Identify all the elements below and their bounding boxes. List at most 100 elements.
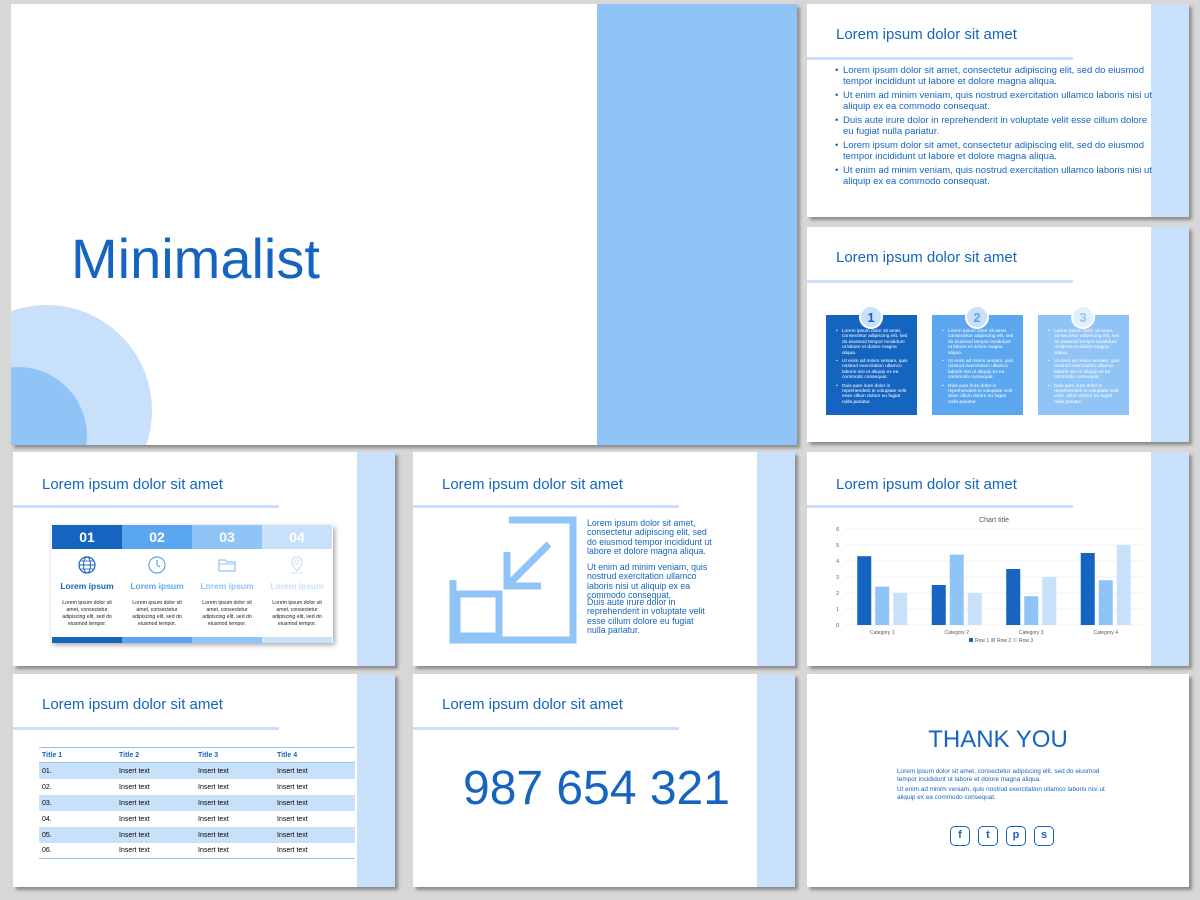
number-badge: 2 bbox=[965, 305, 989, 329]
legend-swatch bbox=[991, 638, 995, 642]
chart-title: Chart title bbox=[979, 517, 1009, 524]
slide-thank-you[interactable]: THANK YOU Lorem ipsum dolor sit amet, co… bbox=[807, 674, 1189, 887]
box-bullet: Duis aute irure dolor in reprehenderit i… bbox=[1048, 384, 1121, 406]
box-bullet: Lorem ipsum dolor sit amet, consectetur … bbox=[836, 329, 909, 356]
globe-icon bbox=[78, 556, 96, 574]
legend-label: Row 3 bbox=[1019, 638, 1033, 644]
location-pin-icon bbox=[291, 556, 303, 574]
numbered-box-3: 3 Lorem ipsum dolor sit amet, consectetu… bbox=[1038, 305, 1129, 415]
chart-bar bbox=[949, 554, 964, 625]
slide-numbered-boxes[interactable]: Lorem ipsum dolor sit amet 1 Lorem ipsum… bbox=[807, 227, 1189, 442]
card-number: 02 bbox=[122, 525, 192, 549]
slide-icon-text[interactable]: Lorem ipsum dolor sit amet Lorem ipsum d… bbox=[413, 452, 795, 666]
table-cell: Insert text bbox=[119, 815, 150, 823]
bullet-item: Duis aute irure dolor in reprehenderit i… bbox=[835, 115, 1153, 137]
table-cell: Insert text bbox=[277, 767, 308, 775]
table-cell: Insert text bbox=[198, 815, 229, 823]
shrink-arrow-icon bbox=[449, 516, 577, 644]
box-bullet: Duis aute irure dolor in reprehenderit i… bbox=[942, 384, 1015, 406]
accent-band bbox=[357, 452, 395, 666]
card-footer-bar bbox=[52, 637, 122, 643]
bullet-item: Ut enim ad minim veniam, quis nostrud ex… bbox=[835, 90, 1153, 112]
slide-title: Lorem ipsum dolor sit amet bbox=[42, 696, 223, 713]
card-text: Lorem ipsum dolor sit amet, consectetur … bbox=[62, 600, 112, 627]
facebook-icon[interactable]: f bbox=[950, 826, 970, 846]
table-cell: 01. bbox=[42, 767, 52, 775]
column-header: Title 2 bbox=[119, 751, 140, 759]
title-underline bbox=[807, 57, 1073, 60]
chart-bar bbox=[931, 585, 946, 625]
chart-bar bbox=[1080, 553, 1095, 625]
legend-label: Row 2 bbox=[997, 638, 1011, 644]
table-cell: Insert text bbox=[119, 783, 150, 791]
title-underline bbox=[807, 505, 1073, 508]
y-tick-label: 3 bbox=[836, 575, 839, 581]
info-card-3: 03 Lorem ipsum Lorem ipsum dolor sit ame… bbox=[192, 525, 262, 643]
bar-chart: Chart title 0 1 2 3 4 5 6 Category 1 Category 2 Ca… bbox=[836, 517, 1143, 644]
box-bullet: Lorem ipsum dolor sit amet, consectetur … bbox=[1048, 329, 1121, 356]
title-underline bbox=[807, 280, 1073, 283]
table-cell: Insert text bbox=[277, 799, 308, 807]
x-tick-label: Category 3 bbox=[1019, 630, 1044, 636]
twitter-icon[interactable]: t bbox=[978, 826, 998, 846]
column-header: Title 3 bbox=[198, 751, 219, 759]
pinterest-icon[interactable]: p bbox=[1006, 826, 1026, 846]
card-text: Lorem ipsum dolor sit amet, consectetur … bbox=[132, 600, 182, 627]
slide-icon-cards[interactable]: Lorem ipsum dolor sit amet 01 Lorem ipsu… bbox=[13, 452, 395, 666]
slide-title: Lorem ipsum dolor sit amet bbox=[42, 476, 223, 493]
accent-band bbox=[1151, 4, 1189, 217]
card-text: Lorem ipsum dolor sit amet, consectetur … bbox=[202, 600, 252, 627]
slide-title[interactable]: Minimalist bbox=[11, 4, 797, 445]
clock-icon bbox=[148, 556, 166, 574]
table-cell: 05. bbox=[42, 831, 52, 839]
accent-band bbox=[757, 674, 795, 887]
table-cell: Insert text bbox=[277, 783, 308, 791]
accent-band bbox=[357, 674, 395, 887]
card-number: 04 bbox=[262, 525, 332, 549]
card-label: Lorem ipsum bbox=[130, 581, 184, 591]
legend-label: Row 1 bbox=[975, 638, 989, 644]
table-cell: 03. bbox=[42, 799, 52, 807]
paragraph-2: Ut enim ad minim veniam, quis nostrud ex… bbox=[587, 562, 708, 601]
accent-band bbox=[757, 452, 795, 666]
y-tick-label: 1 bbox=[836, 607, 839, 613]
slide-bullets[interactable]: Lorem ipsum dolor sit amet Lorem ipsum d… bbox=[807, 4, 1189, 217]
x-tick-label: Category 4 bbox=[1094, 630, 1119, 636]
bullet-item: Lorem ipsum dolor sit amet, consectetur … bbox=[835, 140, 1153, 162]
slide-title: Lorem ipsum dolor sit amet bbox=[836, 26, 1017, 43]
slide-title: Lorem ipsum dolor sit amet bbox=[442, 696, 623, 713]
chart-bar bbox=[1116, 545, 1131, 625]
numbered-box-2: 2 Lorem ipsum dolor sit amet, consectetu… bbox=[932, 305, 1023, 415]
table-row: 06. Insert text Insert text Insert text bbox=[39, 843, 355, 859]
table-cell: Insert text bbox=[198, 767, 229, 775]
title-underline bbox=[13, 505, 279, 508]
table-cell: 02. bbox=[42, 783, 52, 791]
table-cell: Insert text bbox=[198, 831, 229, 839]
legend-swatch bbox=[969, 638, 973, 642]
presentation-title: Minimalist bbox=[71, 227, 320, 290]
chart-bar bbox=[1042, 577, 1057, 625]
box-bullet: Lorem ipsum dolor sit amet, consectetur … bbox=[942, 329, 1015, 356]
y-tick-label: 2 bbox=[836, 591, 839, 597]
table-header: Title 1 Title 2 Title 3 Title 4 bbox=[39, 747, 355, 763]
bullet-item: Ut enim ad minim veniam, quis nostrud ex… bbox=[835, 165, 1153, 187]
box-bullet: Ut enim ad minim veniam, quis nostrud ex… bbox=[942, 359, 1015, 381]
slide-title: Lorem ipsum dolor sit amet bbox=[836, 249, 1017, 266]
table-row: 01. Insert text Insert text Insert text bbox=[39, 763, 355, 779]
table-cell: Insert text bbox=[198, 783, 229, 791]
info-card-1: 01 Lorem ipsum Lorem ipsum dolor sit ame… bbox=[52, 525, 122, 643]
slide-table[interactable]: Lorem ipsum dolor sit amet Title 1 Title… bbox=[13, 674, 395, 887]
table-cell: Insert text bbox=[119, 799, 150, 807]
skype-icon[interactable]: s bbox=[1034, 826, 1054, 846]
slide-big-number[interactable]: Lorem ipsum dolor sit amet 987 654 321 bbox=[413, 674, 795, 887]
x-tick-label: Category 2 bbox=[945, 630, 970, 636]
table-cell: 04. bbox=[42, 815, 52, 823]
table-cell: Insert text bbox=[198, 799, 229, 807]
card-footer-bar bbox=[192, 637, 262, 643]
paragraph-1: Lorem ipsum dolor sit amet, consectetur … bbox=[587, 518, 712, 557]
y-tick-label: 6 bbox=[836, 527, 839, 533]
thank-you-heading: THANK YOU bbox=[928, 726, 1068, 753]
box-bullet: Duis aute irure dolor in reprehenderit i… bbox=[836, 384, 909, 406]
bullet-list: Lorem ipsum dolor sit amet, consectetur … bbox=[835, 65, 1153, 190]
slide-chart[interactable]: Lorem ipsum dolor sit amet Chart title 0 1… bbox=[807, 452, 1189, 666]
